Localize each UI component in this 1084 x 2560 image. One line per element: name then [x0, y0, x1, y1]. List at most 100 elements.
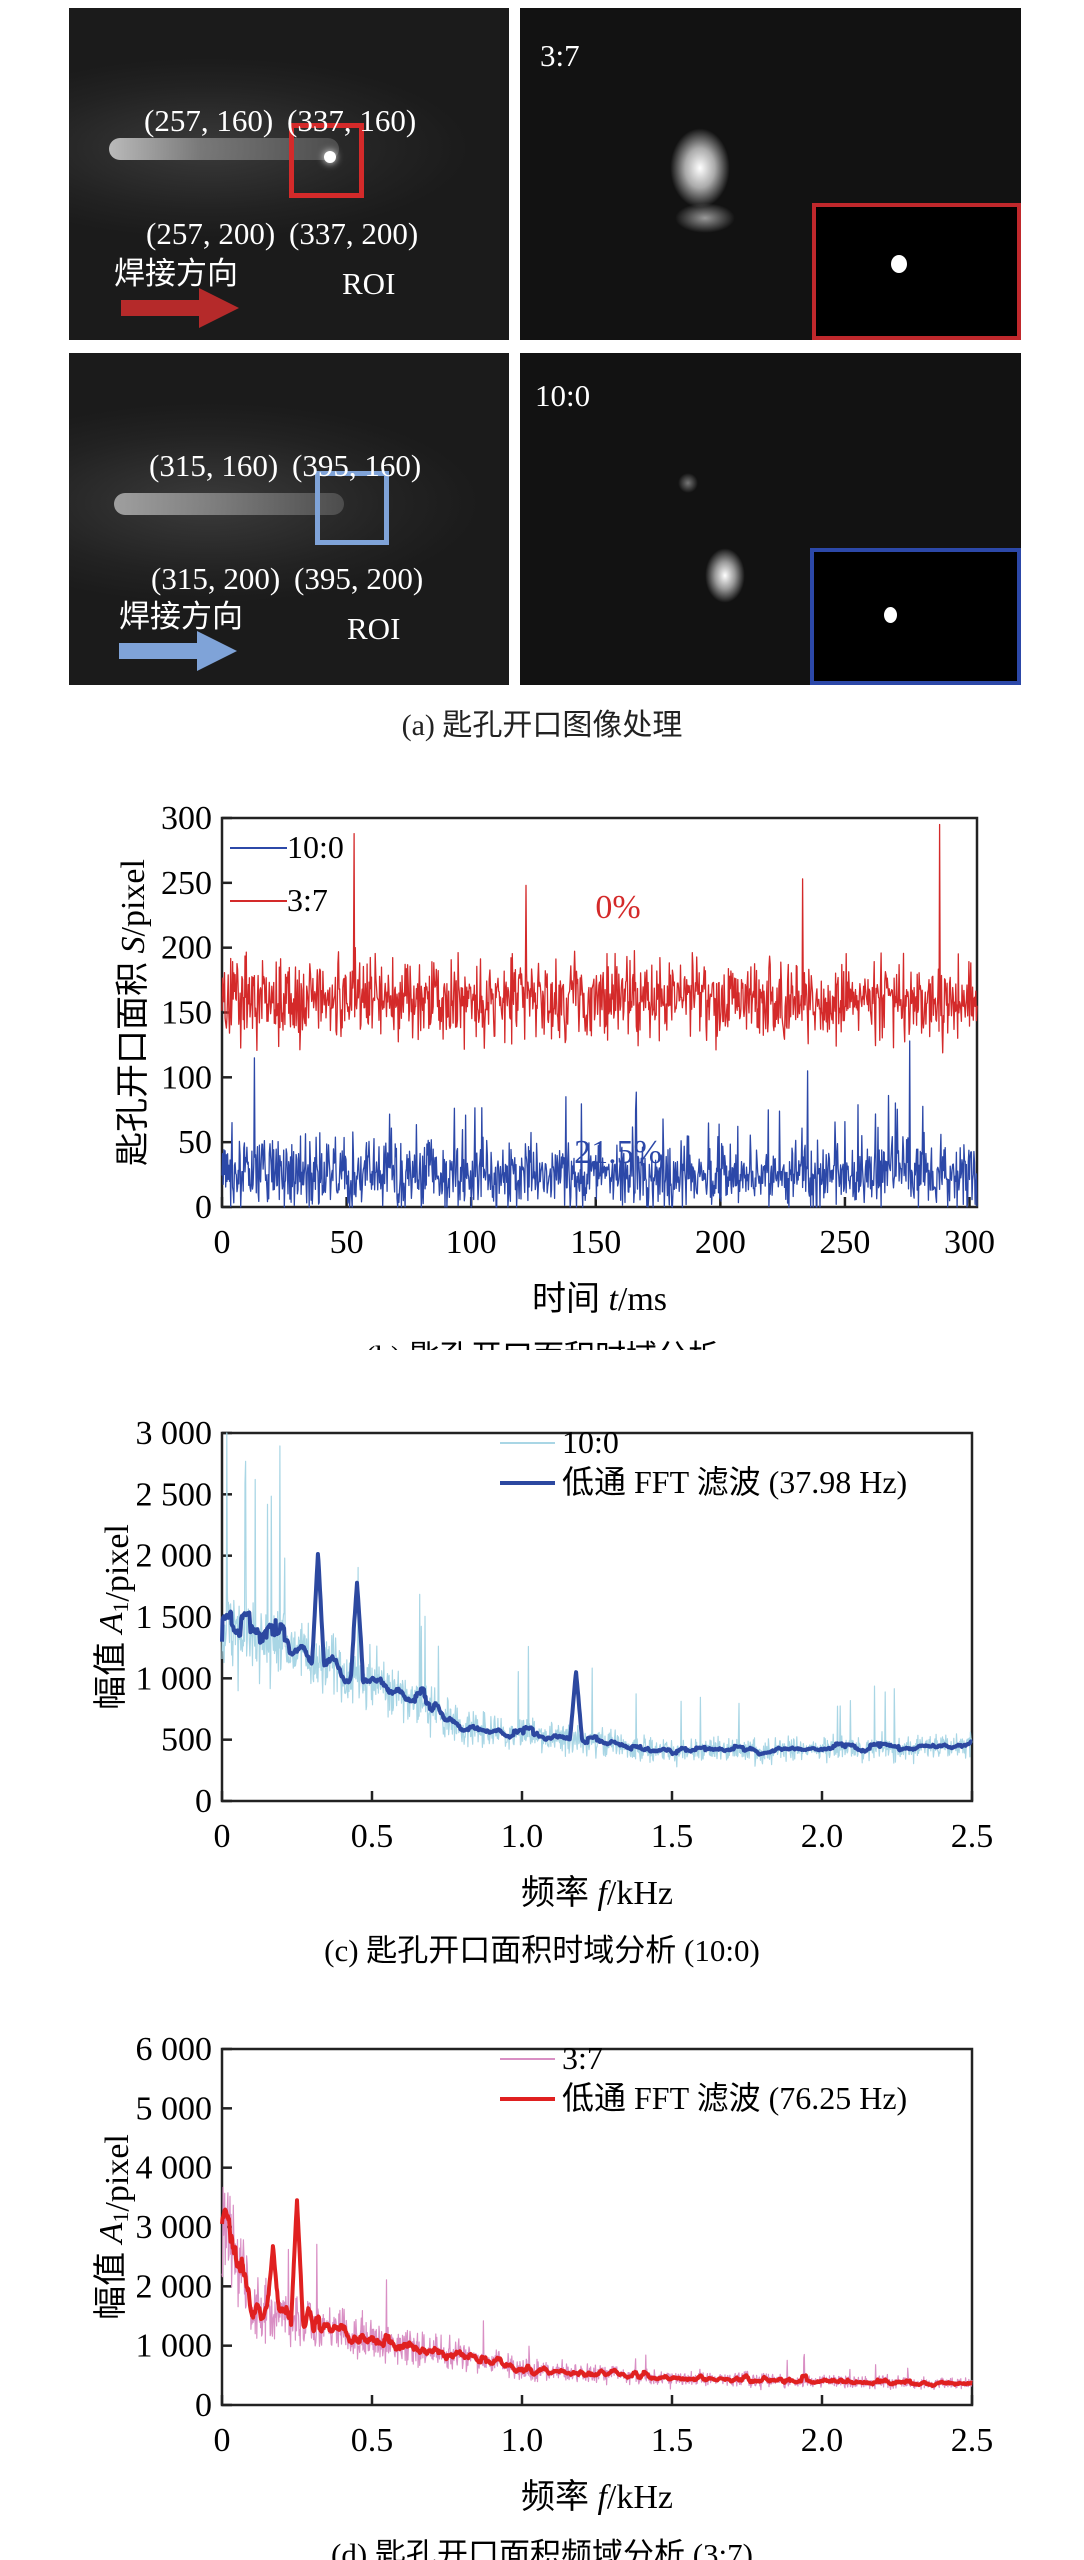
- y-tick-label: 0: [195, 2387, 212, 2424]
- y-tick-label: 3 000: [136, 2209, 213, 2246]
- x-axis-label: 频率 f/kHz: [521, 2478, 673, 2516]
- roi-inset: [812, 203, 1021, 340]
- x-label-part: /ms: [618, 1281, 667, 1318]
- weld-image-10-0: (315, 160) (395, 160) (315, 200) (395, 2…: [69, 353, 509, 685]
- y-tick-label: 50: [178, 1124, 212, 1161]
- legend-label-filtered: 低通 FFT 滤波 (37.98 Hz): [562, 1464, 907, 1500]
- x-label-part: /kHz: [607, 1875, 673, 1912]
- y-tick-label: 1 000: [136, 1660, 213, 1697]
- y-label-part: 1: [108, 2212, 133, 2223]
- legend-label-raw: 10:0: [562, 1424, 619, 1460]
- y-tick-label: 4 000: [136, 2150, 213, 2187]
- coord-br: (337, 200): [289, 216, 419, 251]
- y-tick-label: 500: [161, 1722, 212, 1759]
- x-label-part: 时间: [532, 1281, 609, 1318]
- y-tick-label: 150: [161, 995, 212, 1032]
- y-tick-label: 250: [161, 865, 212, 902]
- weld-seam: [114, 493, 344, 515]
- y-label-part: /pixel: [99, 2134, 136, 2211]
- chart-frequency-10-0: 0 0.5 1.0 1.5 2.0 2.5 0 500 1 000 1 500 2 000 2 500…: [92, 1415, 994, 1968]
- filtered-spectrum-line: [220, 1552, 974, 1757]
- x-label-part: t: [608, 1281, 619, 1318]
- x-tick-label: 50: [330, 1224, 364, 1261]
- series-line-10-0: [221, 1040, 978, 1208]
- raw-spectrum-line: [221, 2186, 973, 2391]
- roi-box: [289, 123, 364, 198]
- legend-label-filtered: 低通 FFT 滤波 (76.25 Hz): [562, 2080, 907, 2116]
- direction-arrow-icon: [119, 643, 199, 659]
- x-tick-label: 0: [214, 1818, 231, 1855]
- coord-tl: (257, 160): [144, 103, 274, 138]
- x-tick-label: 1.0: [501, 2422, 544, 2459]
- weld-seam: [109, 138, 339, 160]
- y-axis-label: 幅值 A1/pixel: [92, 2134, 136, 2320]
- y-tick-label: 5 000: [136, 2090, 213, 2127]
- coord-tr: (395, 160): [292, 448, 422, 483]
- coord-bl: (315, 200): [151, 561, 281, 596]
- x-axis-label: 频率 f/kHz: [521, 1874, 673, 1912]
- y-label-part: A: [93, 2222, 130, 2245]
- y-tick-label: 1 500: [136, 1599, 213, 1636]
- x-tick-label: 0.5: [351, 2422, 394, 2459]
- y-tick-label: 2 000: [136, 1538, 213, 1575]
- y-tick-label: 2 000: [136, 2268, 213, 2305]
- weld-image-3-7: (257, 160) (337, 160) (257, 200) (337, 2…: [69, 8, 509, 340]
- coord-br: (395, 200): [294, 561, 424, 596]
- y-axis-label: 匙孔开口面积 S/pixel: [115, 859, 152, 1166]
- x-axis-label: 时间 t/ms: [532, 1281, 667, 1318]
- x-tick-label: 1.0: [501, 1818, 544, 1855]
- roi-label: ROI: [347, 611, 401, 646]
- chart-caption: (c) 匙孔开口面积时域分析 (10:0): [324, 1933, 760, 1968]
- y-tick-label: 1 000: [136, 2328, 213, 2365]
- y-tick-label: 0: [195, 1783, 212, 1820]
- y-tick-label: 100: [161, 1059, 212, 1096]
- x-label-part: 频率: [521, 1874, 598, 1912]
- chart-caption: (d) 匙孔开口面积频域分析 (3:7): [331, 2537, 753, 2560]
- x-tick-label: 2.5: [951, 1818, 994, 1855]
- keyhole-image-10-0: 10:0: [520, 353, 1021, 685]
- coord-tr: (337, 160): [287, 103, 417, 138]
- x-tick-label: 2.0: [801, 2422, 844, 2459]
- y-tick-label: 300: [161, 800, 212, 837]
- annotation-21-5-percent: 21.5%: [574, 1134, 662, 1171]
- x-tick-label: 0.5: [351, 1818, 394, 1855]
- y-label-part: /pixel: [99, 1524, 136, 1601]
- keyhole-image-3-7: 3:7: [520, 8, 1021, 340]
- x-tick-label: 250: [819, 1224, 870, 1261]
- x-tick-label: 0: [214, 1224, 231, 1261]
- ratio-label: 10:0: [535, 378, 591, 413]
- y-label-part: /pixel: [115, 859, 152, 936]
- panel-a-caption: (a) 匙孔开口图像处理: [401, 709, 683, 742]
- series-line-3-7: [221, 823, 978, 1054]
- legend-label-3-7: 3:7: [287, 882, 328, 918]
- x-tick-label: 300: [944, 1224, 995, 1261]
- y-label-part: S: [115, 936, 152, 953]
- y-axis-label: 幅值 A1/pixel: [92, 1524, 136, 1710]
- legend-label-raw: 3:7: [562, 2040, 603, 2076]
- x-tick-label: 2.5: [951, 2422, 994, 2459]
- x-tick-label: 2.0: [801, 1818, 844, 1855]
- y-label-part: 匙孔开口面积: [115, 953, 152, 1166]
- y-label-part: 1: [108, 1602, 133, 1613]
- direction-arrow-icon: [121, 300, 201, 316]
- annotation-0-percent: 0%: [595, 889, 640, 926]
- y-label-part: A: [93, 1612, 130, 1635]
- y-tick-label: 200: [161, 930, 212, 967]
- coord-bl: (257, 200): [146, 216, 276, 251]
- y-tick-label: 6 000: [136, 2031, 213, 2068]
- x-tick-label: 0: [214, 2422, 231, 2459]
- x-label-part: /kHz: [607, 2479, 673, 2516]
- filtered-spectrum-line: [220, 2198, 974, 2388]
- welding-direction-label: 焊接方向: [114, 256, 238, 291]
- roi-inset: [810, 548, 1021, 685]
- y-label-part: 幅值: [92, 1633, 130, 1710]
- roi-box: [315, 471, 389, 545]
- x-label-part: 频率: [521, 2478, 598, 2516]
- ratio-label: 3:7: [540, 38, 580, 73]
- x-tick-label: 150: [570, 1224, 621, 1261]
- chart-frequency-3-7: 0 0.5 1.0 1.5 2.0 2.5 0 1 000 2 000 3 000 4 000 5 0…: [92, 2031, 994, 2560]
- x-tick-label: 100: [446, 1224, 497, 1261]
- y-tick-label: 0: [195, 1189, 212, 1226]
- raw-spectrum-line: [221, 1432, 973, 1768]
- y-label-part: 幅值: [92, 2243, 130, 2320]
